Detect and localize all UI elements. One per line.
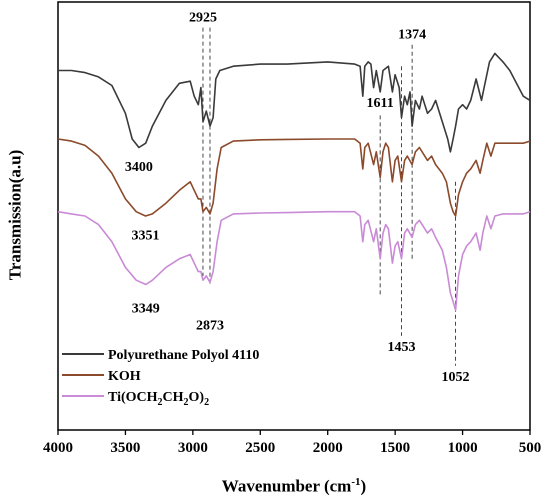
series-line-0	[58, 52, 531, 153]
legend-label-0: Polyurethane Polyol 4110	[108, 348, 259, 363]
x-tick-label-2000: 2000	[313, 440, 343, 456]
peak-label-1453: 1453	[387, 340, 415, 355]
legend: Polyurethane Polyol 4110 KOH Ti(OCH2CH2O)2	[62, 348, 259, 408]
series-layer	[57, 52, 531, 311]
x-tick-label-3000: 3000	[178, 440, 208, 456]
x-axis-label: Wavenumber (cm-1)	[221, 476, 367, 496]
peak-label-3400: 3400	[125, 160, 153, 175]
x-tick-label-2500: 2500	[245, 440, 275, 456]
x-tick-label-3500: 3500	[110, 440, 140, 456]
legend-label-2: Ti(OCH2CH2O)2	[108, 390, 209, 408]
peak-label-3351: 3351	[132, 229, 160, 244]
peak-label-3349: 3349	[132, 301, 160, 316]
peak-label-1374: 1374	[398, 27, 426, 42]
series-line-1	[57, 138, 531, 217]
x-axis-ticks: 4000 3500 3000 2500 2000 1500 1000 500	[43, 430, 541, 456]
peak-label-1052: 1052	[442, 370, 470, 385]
peak-label-1611: 1611	[367, 96, 394, 111]
reference-lines	[202, 27, 457, 366]
plot-frame	[57, 1, 531, 431]
y-axis-label: Transmission(a.u)	[5, 149, 25, 281]
peak-label-2925: 2925	[189, 10, 217, 25]
x-tick-label-4000: 4000	[43, 440, 73, 456]
peak-label-2873: 2873	[196, 318, 224, 333]
x-tick-label-1500: 1500	[380, 440, 410, 456]
series-line-2	[57, 210, 531, 311]
annotation-layer: 2925 3400 1374 1611 3351 3349 2873 1453 1052	[125, 10, 470, 385]
x-tick-label-1000: 1000	[448, 440, 478, 456]
x-tick-label-500: 500	[519, 440, 542, 456]
legend-label-1: KOH	[108, 369, 141, 384]
